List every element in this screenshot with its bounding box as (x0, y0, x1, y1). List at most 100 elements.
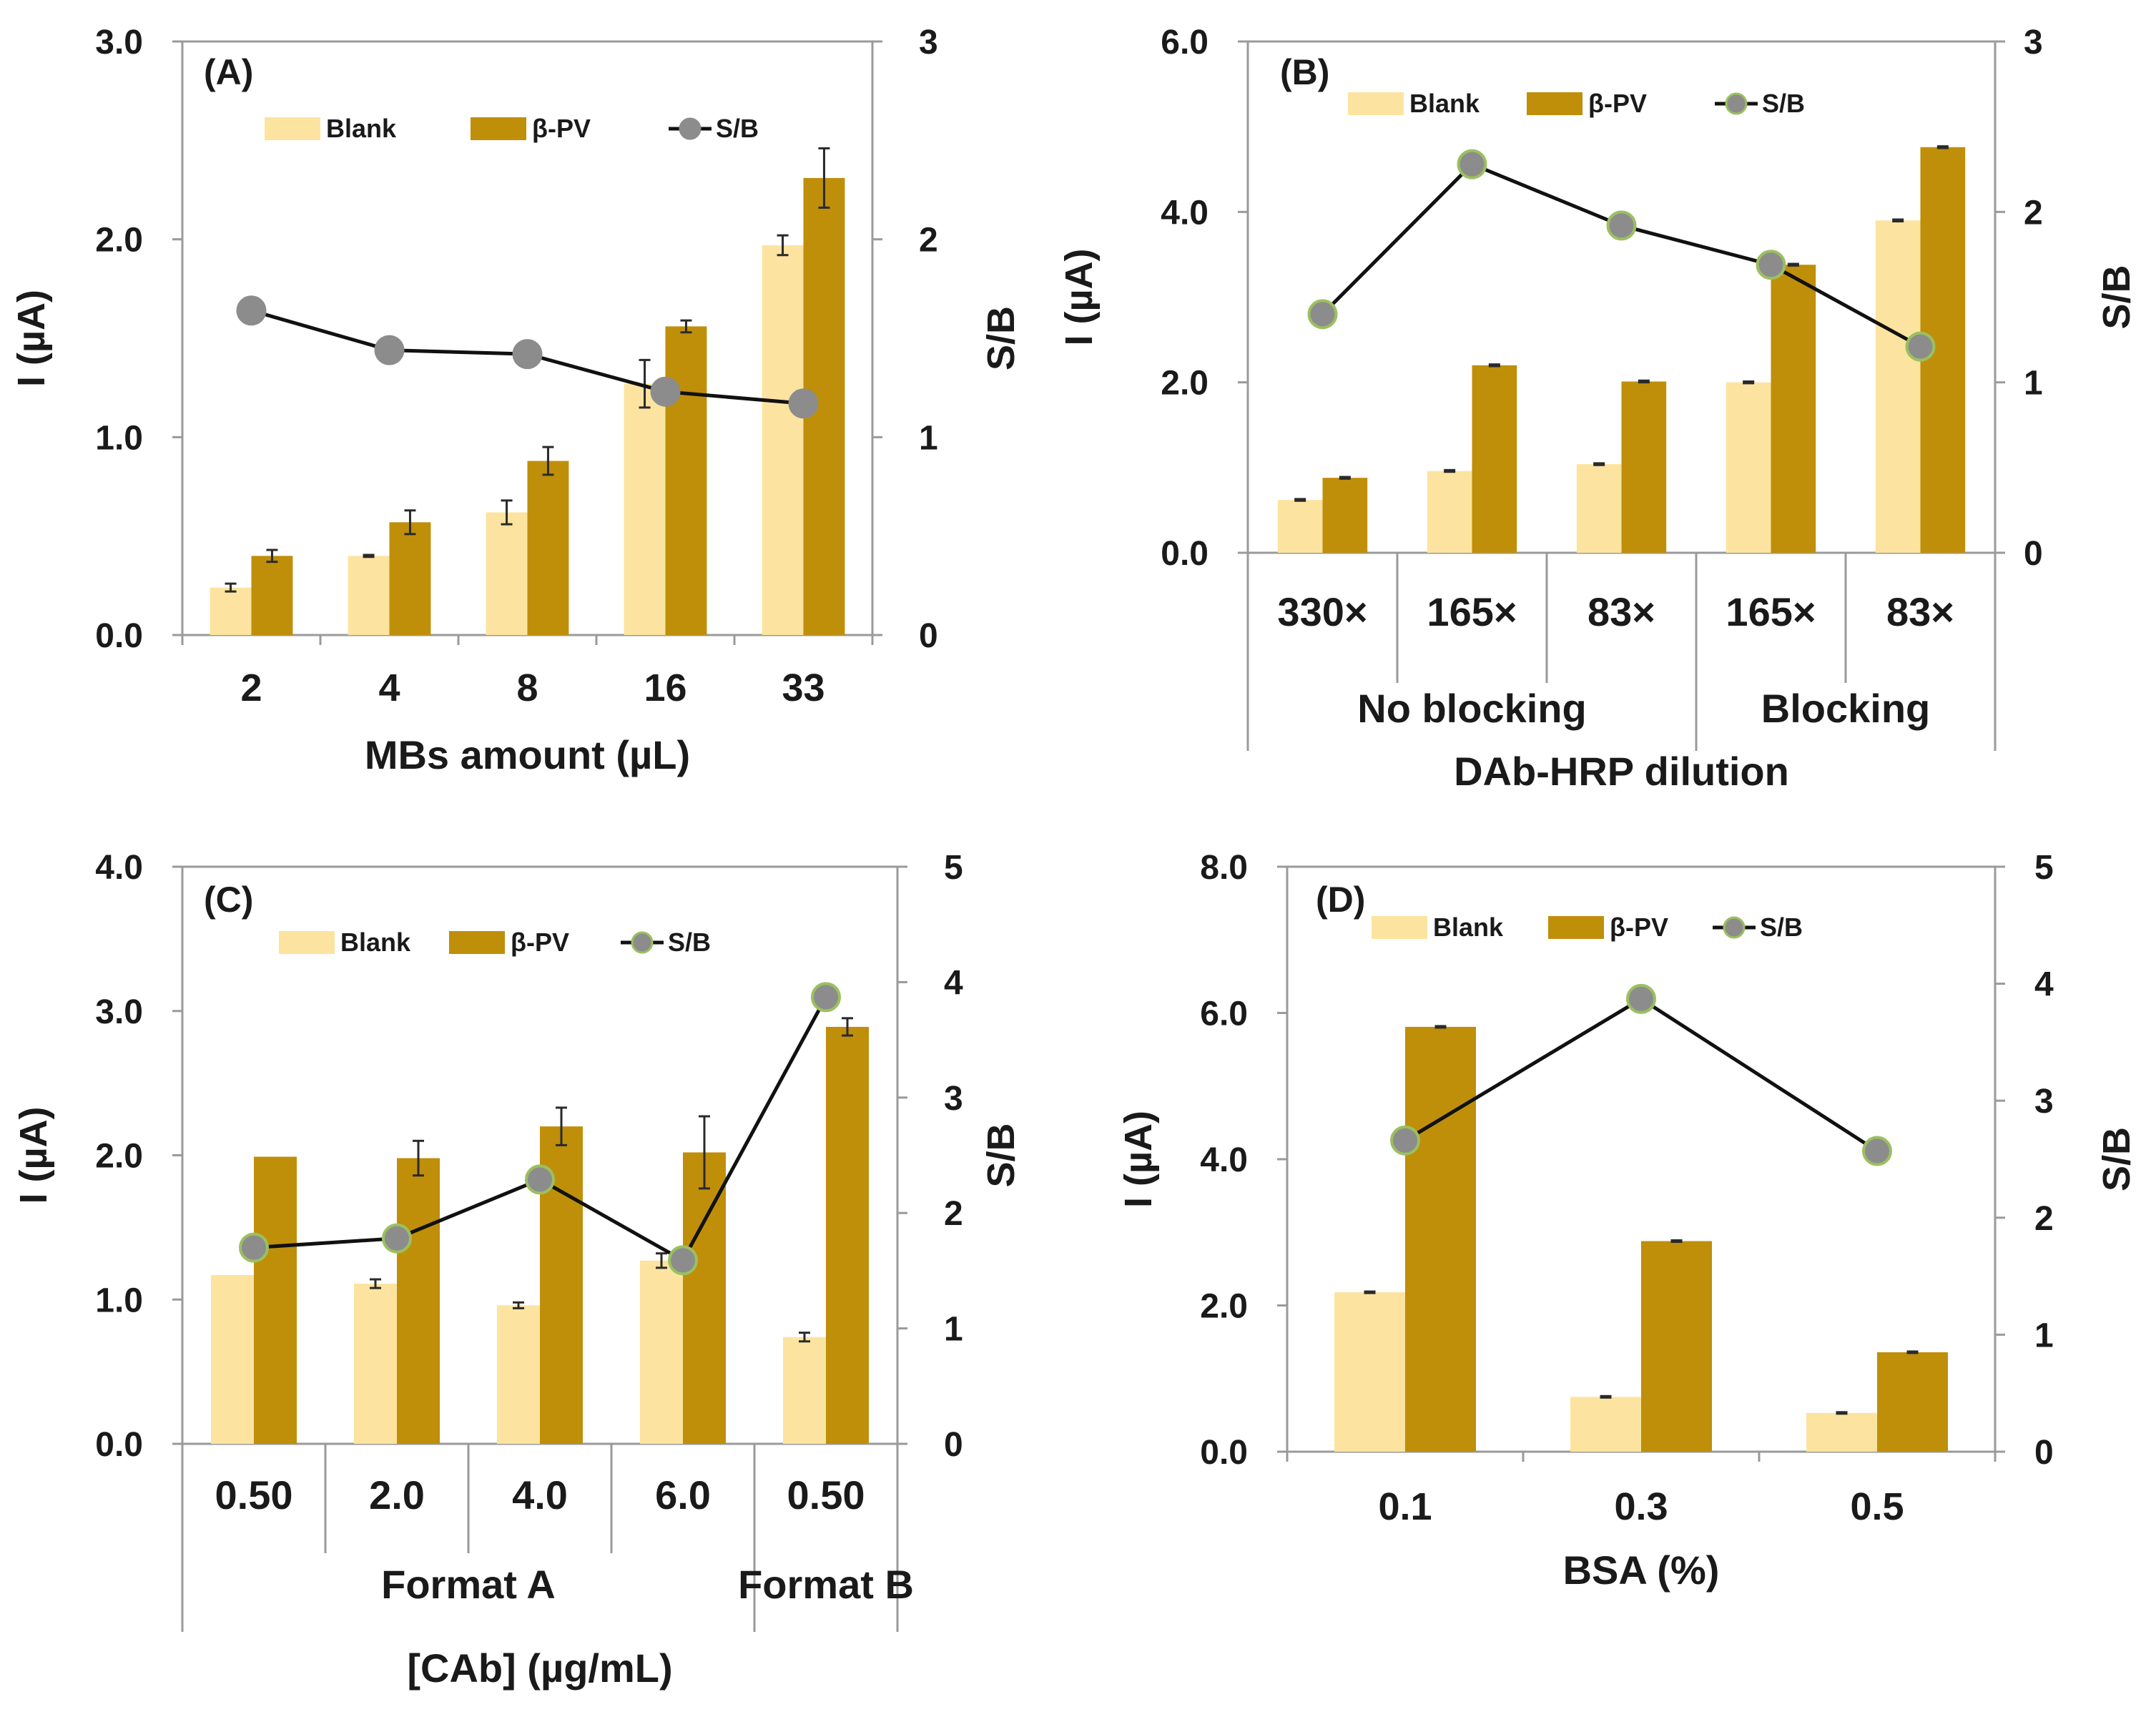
bpv-bar (1472, 365, 1517, 553)
x-tick-label: 4.0 (512, 1472, 568, 1517)
legend-label-blank: Blank (1433, 912, 1504, 942)
y2-tick-label: 4 (944, 964, 963, 1002)
bpv-bar (1641, 1241, 1712, 1452)
legend-label-blank: Blank (326, 114, 397, 143)
legend-swatch-bpv (449, 931, 505, 954)
y-tick-label: 2.0 (1200, 1288, 1248, 1326)
x-tick-label: 0.3 (1614, 1485, 1668, 1528)
x-tick-label: 0.50 (787, 1472, 865, 1517)
y2-tick-label: 3 (2034, 1083, 2054, 1121)
blank-bar (354, 1284, 397, 1444)
legend-label-bpv: β-PV (511, 928, 569, 957)
legend-swatch-blank (279, 931, 335, 954)
chart-panel-3: 0.0 1.0 2.0 3.0 4.0 0 1 2 3 4 5 0.50 2.0 4.0 6.0 0.50 Fo… (12, 849, 1023, 1691)
legend-swatch-bpv (471, 117, 526, 140)
blank-bar (486, 512, 528, 635)
legend-label-bpv: β-PV (1588, 89, 1647, 118)
blank-bar (1277, 500, 1323, 553)
sb-marker (788, 388, 819, 419)
legend-marker-sb (1725, 92, 1748, 115)
y2-tick-label: 4 (2034, 966, 2054, 1004)
x-tick-label: 4 (378, 666, 400, 709)
y-axis-title: I (µA) (10, 290, 53, 387)
y2-tick-label: 3 (919, 24, 938, 62)
blank-bar (1334, 1292, 1405, 1452)
y2-tick-label: 0 (2024, 535, 2043, 573)
x-tick-label: 6.0 (655, 1472, 711, 1517)
y2-tick-label: 2 (2024, 194, 2043, 232)
group-label: Format B (738, 1562, 914, 1607)
legend-label-bpv: β-PV (1610, 912, 1668, 942)
legend-label-sb: S/B (1762, 89, 1805, 118)
y2-tick-label: 1 (944, 1311, 963, 1349)
y-tick-label: 8.0 (1200, 849, 1248, 887)
legend-swatch-bpv (1548, 916, 1604, 939)
y-tick-label: 2.0 (1161, 365, 1209, 403)
y-tick-label: 0.0 (1161, 535, 1209, 573)
blank-bar (1427, 471, 1472, 553)
blank-bar (211, 1274, 254, 1444)
group-label: Blocking (1761, 686, 1930, 731)
y2-tick-label: 2 (944, 1195, 963, 1233)
sb-marker (1756, 250, 1786, 280)
blank-bar (497, 1305, 540, 1444)
legend-swatch-blank (265, 117, 320, 140)
x-tick-label: 165× (1427, 589, 1517, 634)
panel-label: (B) (1280, 52, 1329, 92)
legend-label-sb: S/B (668, 928, 711, 957)
bpv-bar (683, 1152, 726, 1444)
blank-bar (1806, 1412, 1877, 1452)
y-axis-title: I (µA) (12, 1106, 55, 1204)
chart-panel-4: 0.0 2.0 4.0 6.0 8.0 0 1 2 3 4 5 0.1 0.3 0.5 Blank β-PV S… (1117, 849, 2138, 1593)
bpv-bar (527, 461, 569, 635)
y-tick-label: 2.0 (95, 1138, 143, 1176)
blank-bar (210, 587, 252, 635)
y-axis-title: I (µA) (1058, 248, 1101, 345)
bpv-bar (251, 556, 293, 635)
sb-marker (1905, 331, 1936, 362)
legend-marker-sb (1723, 916, 1746, 939)
sb-marker (811, 982, 841, 1013)
x-tick-label: 83× (1588, 589, 1655, 634)
sb-marker (239, 1232, 269, 1263)
bpv-bar (397, 1158, 440, 1444)
x-tick-label: 0.50 (215, 1472, 293, 1517)
x-tick-label: 2 (240, 666, 262, 709)
x-axis-title: MBs amount (µL) (365, 732, 690, 777)
y2-tick-label: 1 (919, 419, 938, 457)
x-tick-label: 83× (1886, 589, 1954, 634)
bpv-bar (1405, 1026, 1476, 1452)
sb-marker (1390, 1125, 1420, 1156)
y-tick-label: 4.0 (95, 849, 143, 887)
y2-axis-title: S/B (980, 1123, 1023, 1187)
blank-bar (348, 556, 390, 635)
x-axis-title: [CAb] (µg/mL) (407, 1645, 672, 1691)
sb-marker (1626, 983, 1656, 1014)
x-tick-label: 2.0 (369, 1472, 425, 1517)
legend-swatch-bpv (1527, 92, 1582, 115)
legend-label-sb: S/B (716, 114, 759, 143)
sb-marker (650, 376, 681, 407)
legend-label-bpv: β-PV (532, 114, 591, 143)
sb-marker (1862, 1136, 1892, 1166)
panel-label: (C) (204, 880, 253, 920)
legend-swatch-blank (1372, 916, 1427, 939)
y2-tick-label: 5 (944, 849, 963, 887)
blank-bar (1570, 1397, 1641, 1452)
legend-label-blank: Blank (340, 928, 411, 957)
y2-tick-label: 2 (919, 222, 938, 260)
y-tick-label: 1.0 (95, 419, 143, 457)
sb-marker (382, 1223, 412, 1254)
sb-marker (512, 339, 543, 370)
legend-label-blank: Blank (1409, 89, 1480, 118)
y2-tick-label: 3 (944, 1080, 963, 1118)
blank-bar (640, 1260, 683, 1444)
y2-tick-label: 0 (944, 1426, 963, 1464)
bpv-bar (389, 522, 431, 635)
y-tick-label: 1.0 (95, 1281, 143, 1319)
sb-marker (236, 295, 267, 326)
sb-marker (374, 335, 405, 365)
x-tick-label: 0.1 (1378, 1485, 1432, 1528)
blank-bar (783, 1337, 826, 1444)
y2-tick-label: 0 (919, 617, 938, 655)
